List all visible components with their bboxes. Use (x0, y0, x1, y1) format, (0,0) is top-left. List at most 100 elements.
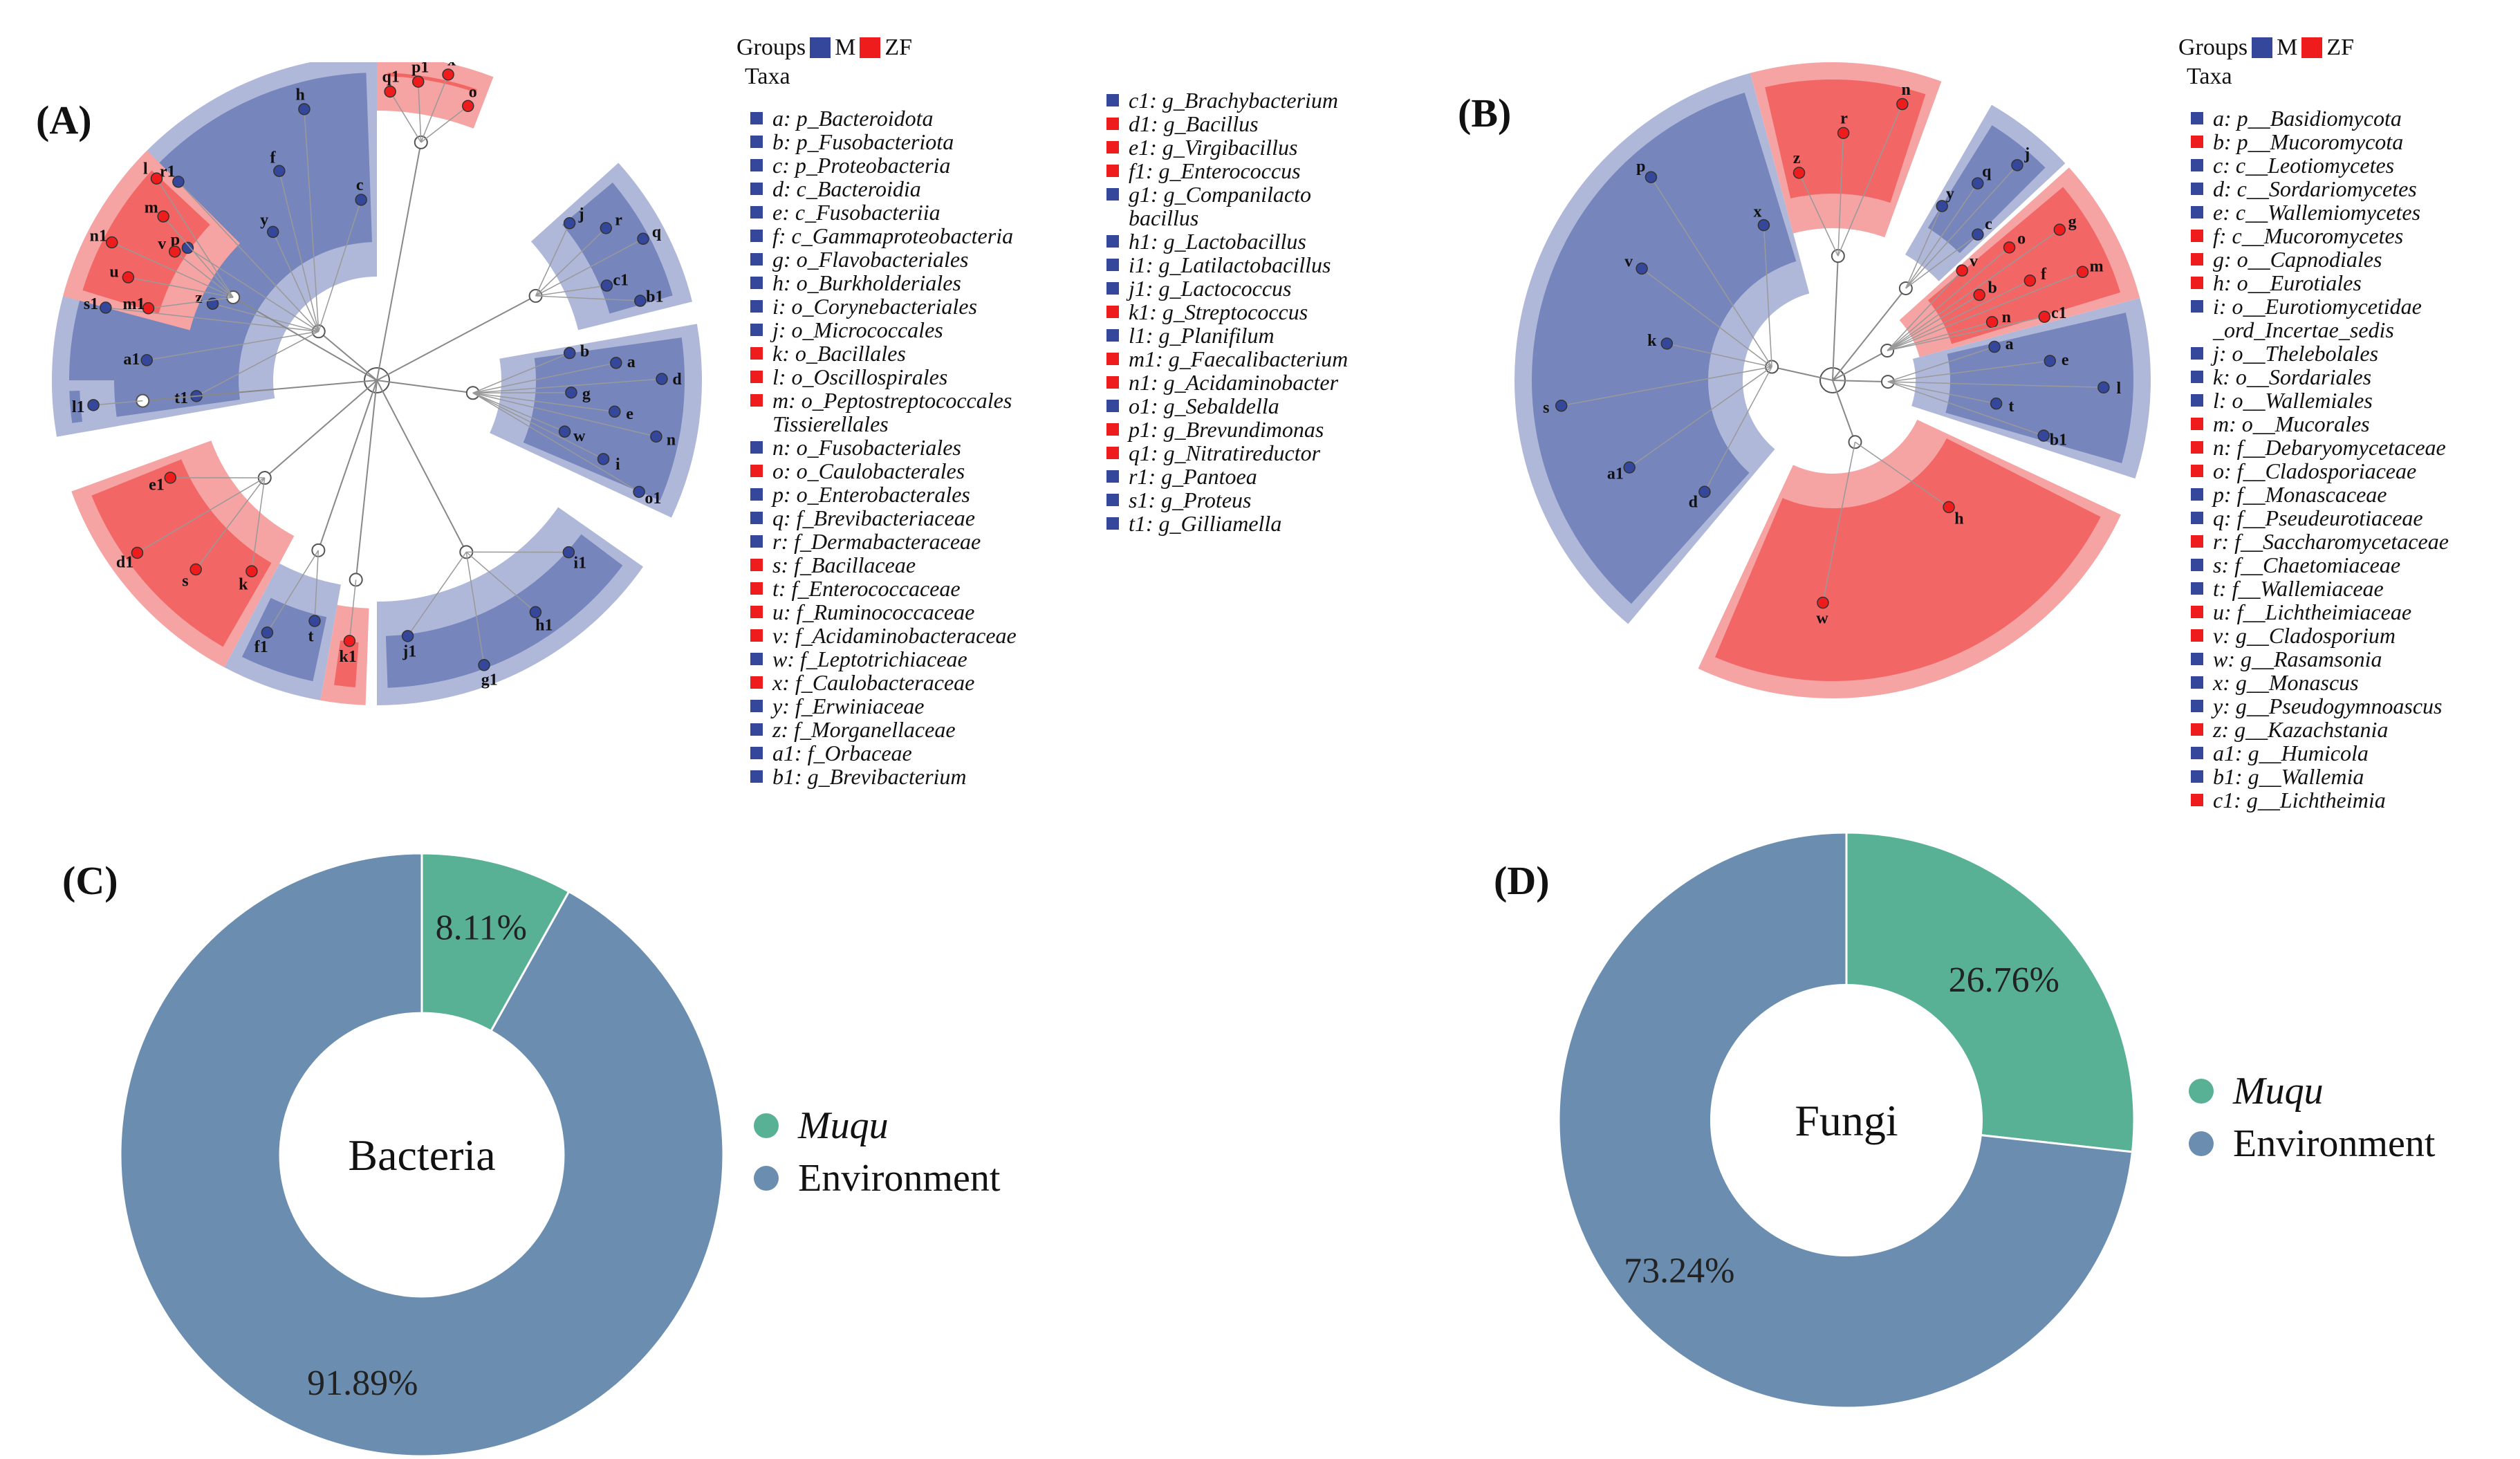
taxa-text: t: f_Enterococcaceae (772, 577, 961, 600)
taxa-text: w: g__Rasamsonia (2213, 647, 2382, 671)
taxa-item: p: o_Enterobacterales (750, 483, 1017, 506)
taxa-text: j1: g_Lactococcus (1129, 277, 1292, 300)
taxa-text: c1: g_Brachybacterium (1129, 89, 1338, 112)
taxon-node (261, 627, 272, 638)
taxa-text: j: o__Thelebolales (2213, 342, 2378, 365)
branch (377, 142, 421, 380)
taxa-text: p1: g_Brevundimonas (1129, 418, 1324, 441)
branch (1833, 380, 1855, 442)
taxon-node (413, 76, 424, 87)
group-m-label-b: M (2277, 36, 2297, 59)
group-square-icon (750, 559, 763, 571)
taxa-item: e: c_Fusobacteriia (750, 201, 1017, 224)
group-square-icon (1106, 470, 1119, 483)
group-square-icon (2191, 794, 2203, 806)
taxa-text: e1: g_Virgibacillus (1129, 136, 1297, 159)
taxa-item: s: f_Bacillaceae (750, 553, 1017, 577)
taxon-label: i (615, 456, 620, 474)
taxa-text: o1: g_Sebaldella (1129, 394, 1279, 418)
group-square-icon (1106, 329, 1119, 342)
taxa-text: g1: g_Companilacto (1129, 183, 1311, 206)
taxa-item: b1: g_Brevibacterium (750, 765, 1017, 788)
taxa-text: n: f__Debaryomycetaceae (2213, 436, 2446, 459)
group-square-icon (750, 700, 763, 712)
taxon-label: g (2068, 213, 2077, 231)
group-square-icon (750, 747, 763, 759)
taxa-item: n1: g_Acidaminobacter (1106, 371, 1348, 394)
group-zf-label-b: ZF (2326, 36, 2354, 59)
taxa-title-a: Taxa (745, 65, 1428, 89)
taxon-label: r (615, 212, 622, 230)
taxa-item: l1: g_Planifilum (1106, 324, 1348, 347)
group-square-icon (2191, 559, 2203, 571)
taxa-text: a1: g__Humicola (2213, 741, 2369, 765)
group-square-icon (750, 371, 763, 383)
taxa-item: p1: g_Brevundimonas (1106, 418, 1348, 441)
group-square-icon (1106, 282, 1119, 295)
branch (1833, 256, 1838, 380)
taxon-node (2038, 430, 2049, 441)
legend-item-environment: Environment (2189, 1117, 2435, 1170)
donut-center-label: Bacteria (348, 1131, 495, 1180)
taxon-node (1556, 400, 1567, 411)
group-square-icon (2191, 582, 2203, 595)
taxa-text: o: f__Cladosporiaceae (2213, 459, 2416, 483)
taxa-item: x: g__Monascus (2191, 671, 2449, 694)
taxon-node (1989, 342, 2000, 353)
taxa-item: l: o_Oscillospirales (750, 365, 1017, 389)
taxon-label: j (2023, 145, 2030, 163)
taxa-item: e1: g_Virgibacillus (1106, 136, 1348, 159)
taxa-text: k1: g_Streptococcus (1129, 300, 1308, 324)
taxon-label: c (356, 176, 364, 194)
taxon-label: e (626, 405, 633, 423)
taxa-text: u: f_Ruminococcaceae (772, 600, 974, 624)
taxon-label: a1 (1607, 465, 1624, 483)
environment-dot-icon (754, 1166, 779, 1191)
group-square-icon (2191, 206, 2203, 219)
taxon-label: g (582, 385, 591, 403)
group-m-label-a: M (835, 36, 855, 59)
taxa-text: z: f_Morganellaceae (772, 718, 956, 741)
group-square-icon (750, 230, 763, 242)
taxon-label: o (469, 83, 477, 101)
groups-label-a: Groups (736, 36, 806, 59)
taxon-label: t (308, 627, 313, 645)
taxon-node (299, 104, 310, 115)
group-square-icon (750, 606, 763, 618)
taxa-item: k: o_Bacillales (750, 342, 1017, 365)
slice-value-label: 91.89% (307, 1364, 418, 1403)
taxa-text: t1: g_Gilliamella (1129, 512, 1281, 535)
taxa-item: k1: g_Streptococcus (1106, 300, 1348, 324)
taxa-text: m1: g_Faecalibacterium (1129, 347, 1348, 371)
taxon-label: f (270, 149, 277, 167)
taxon-label: l (2117, 380, 2122, 398)
group-square-icon (750, 112, 763, 124)
taxon-node (158, 211, 169, 222)
group-m-swatch-icon (2252, 37, 2272, 58)
taxon-label: v (158, 235, 166, 253)
taxon-label: z (1793, 149, 1801, 167)
taxon-node (601, 280, 612, 291)
slice-value-label: 26.76% (1949, 960, 2059, 1000)
taxon-label: n (667, 431, 676, 449)
taxa-item: f1: g_Enterococcus (1106, 159, 1348, 183)
taxa-text: t: f__Wallemiaceae (2213, 577, 2384, 600)
group-square-icon (750, 159, 763, 171)
taxon-node (1991, 398, 2002, 409)
taxa-text: y: g__Pseudogymnoascus (2213, 694, 2442, 718)
group-square-icon (750, 723, 763, 736)
group-square-icon (1106, 118, 1119, 130)
taxon-label: l (143, 160, 148, 178)
taxon-node (141, 355, 152, 366)
group-square-icon (750, 653, 763, 665)
taxa-item: n: o_Fusobacteriales (750, 436, 1017, 459)
group-square-icon (2191, 371, 2203, 383)
slice-value-label: 73.24% (1624, 1251, 1734, 1290)
legend-label-muqu: Muqu (2233, 1069, 2324, 1113)
taxa-item: m1: g_Faecalibacterium (1106, 347, 1348, 371)
group-square-icon (750, 394, 763, 407)
taxa-text: y: f_Erwiniaceae (772, 694, 924, 718)
